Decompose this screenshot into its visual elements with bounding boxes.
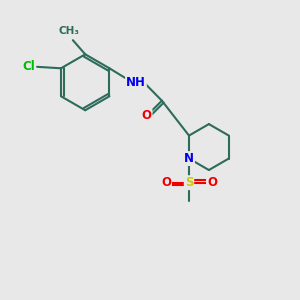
Text: Cl: Cl [22,60,35,73]
Text: O: O [142,110,152,122]
Text: S: S [185,176,193,189]
Text: O: O [161,176,171,189]
Text: O: O [207,176,217,189]
Text: N: N [184,152,194,165]
Text: NH: NH [126,76,146,89]
Text: CH₃: CH₃ [58,26,79,36]
